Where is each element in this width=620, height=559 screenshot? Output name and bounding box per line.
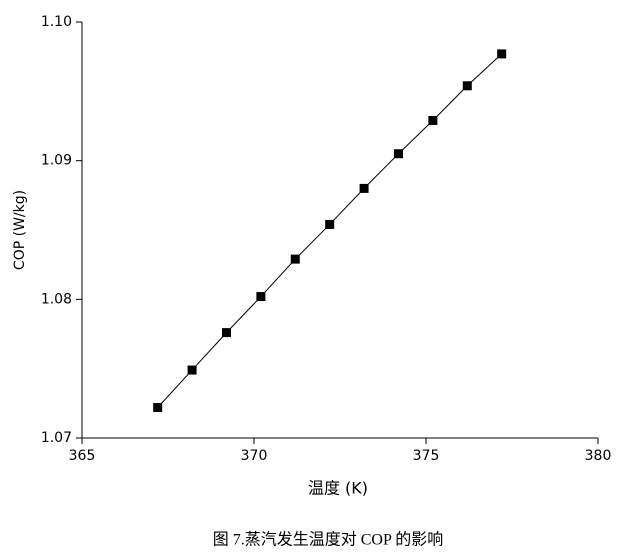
series-line <box>157 53 503 408</box>
y-tick-label: 1.08 <box>41 291 72 307</box>
marker <box>497 49 507 59</box>
marker <box>359 183 369 193</box>
x-axis-label: 温度 (K) <box>308 479 368 498</box>
marker <box>153 402 163 412</box>
y-axis-label: COP (W/kg) <box>12 190 28 270</box>
y-tick-label: 1.09 <box>41 153 72 169</box>
x-tick-label: 375 <box>413 448 440 464</box>
marker <box>393 149 403 159</box>
marker <box>325 219 335 229</box>
marker <box>428 115 438 125</box>
x-tick-label: 370 <box>241 448 268 464</box>
y-tick-label: 1.10 <box>41 14 72 30</box>
marker <box>462 81 472 91</box>
marker <box>187 365 197 375</box>
caption: 图 7.蒸汽发生温度对 COP 的影响 <box>213 531 444 549</box>
x-tick-label: 365 <box>69 448 96 464</box>
y-tick-label: 1.07 <box>41 430 72 446</box>
marker <box>221 328 231 338</box>
marker <box>256 292 266 302</box>
x-tick-label: 380 <box>585 448 612 464</box>
marker <box>290 254 300 264</box>
